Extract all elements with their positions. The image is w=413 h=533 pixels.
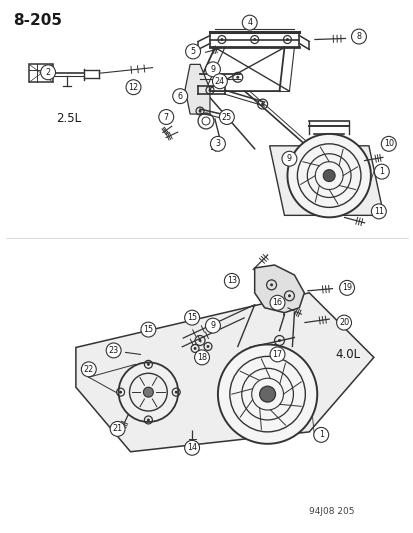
Circle shape [224, 273, 239, 288]
Text: 6: 6 [177, 92, 182, 101]
Text: 21: 21 [112, 424, 122, 433]
Circle shape [242, 15, 256, 30]
Circle shape [261, 103, 263, 106]
Text: 8: 8 [356, 32, 361, 41]
Circle shape [81, 362, 96, 377]
Circle shape [287, 294, 290, 297]
Circle shape [339, 280, 354, 295]
Text: 9: 9 [210, 65, 215, 74]
Text: 19: 19 [341, 284, 351, 293]
Circle shape [118, 362, 178, 422]
Circle shape [198, 339, 201, 342]
Text: 2.5L: 2.5L [56, 112, 81, 125]
Circle shape [336, 315, 351, 330]
Circle shape [236, 76, 239, 79]
Circle shape [205, 62, 220, 77]
Circle shape [172, 88, 187, 103]
Text: 5: 5 [190, 47, 195, 56]
Text: 12: 12 [128, 83, 138, 92]
Text: 15: 15 [187, 313, 197, 322]
Circle shape [147, 363, 150, 366]
Text: 15: 15 [143, 325, 153, 334]
Polygon shape [185, 64, 209, 114]
Text: 11: 11 [373, 207, 383, 216]
Polygon shape [254, 265, 304, 313]
Circle shape [278, 339, 280, 342]
Circle shape [174, 391, 177, 394]
Circle shape [220, 38, 223, 41]
Text: 13: 13 [226, 277, 236, 285]
Circle shape [380, 136, 395, 151]
Circle shape [140, 322, 155, 337]
Text: 9: 9 [210, 321, 215, 330]
Circle shape [285, 38, 288, 41]
Circle shape [269, 284, 273, 286]
Circle shape [106, 343, 121, 358]
Text: 1: 1 [378, 167, 383, 176]
Text: 20: 20 [338, 318, 348, 327]
Circle shape [208, 88, 211, 92]
Text: 4: 4 [247, 18, 252, 27]
Circle shape [119, 391, 122, 394]
Circle shape [143, 387, 153, 397]
Circle shape [206, 345, 209, 348]
Text: 1: 1 [318, 430, 323, 439]
Circle shape [351, 29, 366, 44]
Circle shape [110, 422, 125, 437]
Circle shape [259, 386, 275, 402]
Text: 25: 25 [221, 112, 231, 122]
Text: 23: 23 [108, 346, 119, 355]
Polygon shape [269, 146, 383, 215]
Circle shape [205, 318, 220, 333]
Circle shape [184, 440, 199, 455]
Text: 2: 2 [45, 68, 50, 77]
Text: 24: 24 [214, 77, 224, 86]
Text: 14: 14 [187, 443, 197, 453]
Circle shape [193, 347, 196, 350]
Text: 4.0L: 4.0L [335, 348, 359, 361]
Circle shape [323, 169, 335, 182]
Circle shape [269, 347, 284, 362]
Text: 9: 9 [286, 154, 291, 163]
Circle shape [370, 204, 385, 219]
Text: 8-205: 8-205 [13, 13, 62, 28]
Text: 22: 22 [83, 365, 94, 374]
Circle shape [269, 295, 284, 310]
Text: 16: 16 [272, 298, 282, 307]
Circle shape [198, 110, 201, 112]
Circle shape [185, 44, 200, 59]
Circle shape [219, 110, 234, 125]
Circle shape [373, 164, 388, 179]
Circle shape [40, 65, 55, 80]
Text: 94J08 205: 94J08 205 [309, 507, 354, 516]
Circle shape [126, 80, 140, 95]
Circle shape [184, 310, 199, 325]
Text: 17: 17 [272, 350, 282, 359]
Text: 3: 3 [215, 139, 220, 148]
Circle shape [313, 427, 328, 442]
Polygon shape [76, 293, 373, 452]
Text: 18: 18 [197, 353, 206, 362]
Circle shape [253, 38, 256, 41]
Circle shape [210, 136, 225, 151]
Text: 7: 7 [163, 112, 169, 122]
Circle shape [194, 350, 209, 365]
Circle shape [287, 134, 370, 217]
Circle shape [212, 74, 227, 88]
Circle shape [159, 110, 173, 125]
Circle shape [226, 117, 229, 119]
Circle shape [281, 151, 296, 166]
Text: 10: 10 [383, 139, 393, 148]
Circle shape [147, 418, 150, 422]
Circle shape [217, 344, 316, 444]
